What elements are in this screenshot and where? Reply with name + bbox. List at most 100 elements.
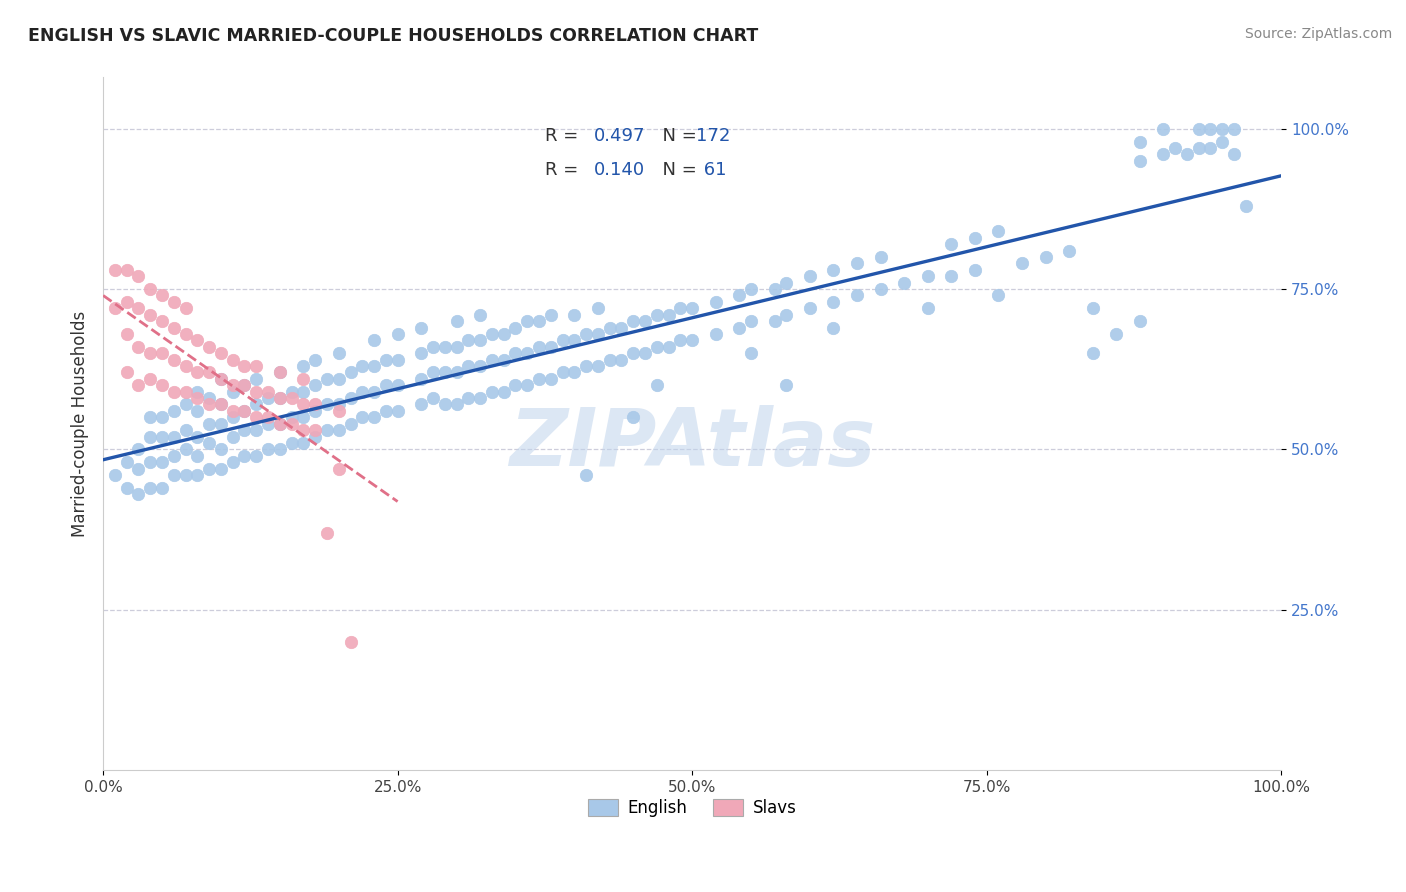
Point [280, 384, 302, 399]
Point [280, 391, 302, 405]
Point [339, 366, 361, 380]
Point [575, 326, 598, 341]
Point [245, 384, 267, 399]
Point [457, 391, 479, 405]
Point [222, 410, 245, 425]
Point [127, 442, 149, 457]
Point [209, 372, 232, 386]
Point [527, 340, 550, 354]
Point [150, 378, 173, 392]
Point [775, 308, 797, 322]
Point [422, 391, 444, 405]
Point [304, 404, 326, 418]
Point [575, 468, 598, 483]
Point [634, 346, 657, 360]
Point [150, 481, 173, 495]
Point [292, 397, 315, 411]
Point [446, 314, 468, 328]
Point [127, 378, 149, 392]
Point [1199, 141, 1222, 155]
Point [245, 359, 267, 373]
Point [115, 455, 138, 469]
Point [316, 372, 339, 386]
Point [1234, 199, 1257, 213]
Point [139, 410, 162, 425]
Point [150, 288, 173, 302]
Point [1081, 301, 1104, 316]
Point [963, 231, 986, 245]
Point [422, 340, 444, 354]
Point [163, 384, 186, 399]
Text: 61: 61 [697, 161, 727, 178]
Point [352, 410, 374, 425]
Point [174, 326, 197, 341]
Point [150, 346, 173, 360]
Point [127, 301, 149, 316]
Point [292, 384, 315, 399]
Point [150, 410, 173, 425]
Point [292, 410, 315, 425]
Point [823, 294, 845, 309]
Point [704, 294, 727, 309]
Point [505, 378, 527, 392]
Point [186, 404, 208, 418]
Point [1152, 147, 1174, 161]
Point [257, 442, 280, 457]
Point [115, 294, 138, 309]
Point [411, 320, 433, 334]
Point [869, 282, 891, 296]
Point [198, 417, 221, 431]
Point [174, 384, 197, 399]
Point [586, 359, 609, 373]
Point [139, 308, 162, 322]
Point [527, 314, 550, 328]
Point [457, 359, 479, 373]
Point [823, 262, 845, 277]
Point [468, 359, 491, 373]
Point [233, 423, 256, 437]
Point [575, 359, 598, 373]
Point [645, 378, 668, 392]
Point [150, 429, 173, 443]
Point [1129, 135, 1152, 149]
Point [139, 429, 162, 443]
Point [610, 352, 633, 367]
Point [269, 391, 291, 405]
Y-axis label: Married-couple Households: Married-couple Households [72, 310, 89, 537]
Point [621, 346, 644, 360]
Point [328, 372, 350, 386]
Point [1152, 121, 1174, 136]
Point [987, 288, 1010, 302]
Point [799, 301, 821, 316]
Point [245, 410, 267, 425]
Point [233, 404, 256, 418]
Point [292, 436, 315, 450]
Point [150, 314, 173, 328]
Point [186, 391, 208, 405]
Point [387, 326, 409, 341]
Point [363, 334, 385, 348]
Point [433, 397, 456, 411]
Point [411, 346, 433, 360]
Point [186, 429, 208, 443]
Point [823, 320, 845, 334]
Point [963, 262, 986, 277]
Point [681, 301, 703, 316]
Point [304, 423, 326, 437]
Point [328, 461, 350, 475]
Point [198, 436, 221, 450]
Point [446, 397, 468, 411]
Point [669, 334, 692, 348]
Point [527, 372, 550, 386]
Point [257, 391, 280, 405]
Point [1211, 135, 1233, 149]
Point [468, 391, 491, 405]
Point [481, 384, 503, 399]
Point [115, 262, 138, 277]
Point [209, 372, 232, 386]
Point [316, 423, 339, 437]
Point [352, 384, 374, 399]
Point [186, 366, 208, 380]
Point [163, 294, 186, 309]
Point [186, 468, 208, 483]
